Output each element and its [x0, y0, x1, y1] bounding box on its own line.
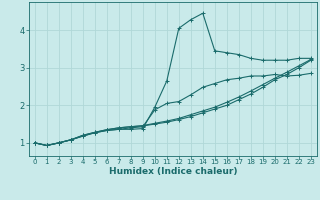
X-axis label: Humidex (Indice chaleur): Humidex (Indice chaleur)	[108, 167, 237, 176]
